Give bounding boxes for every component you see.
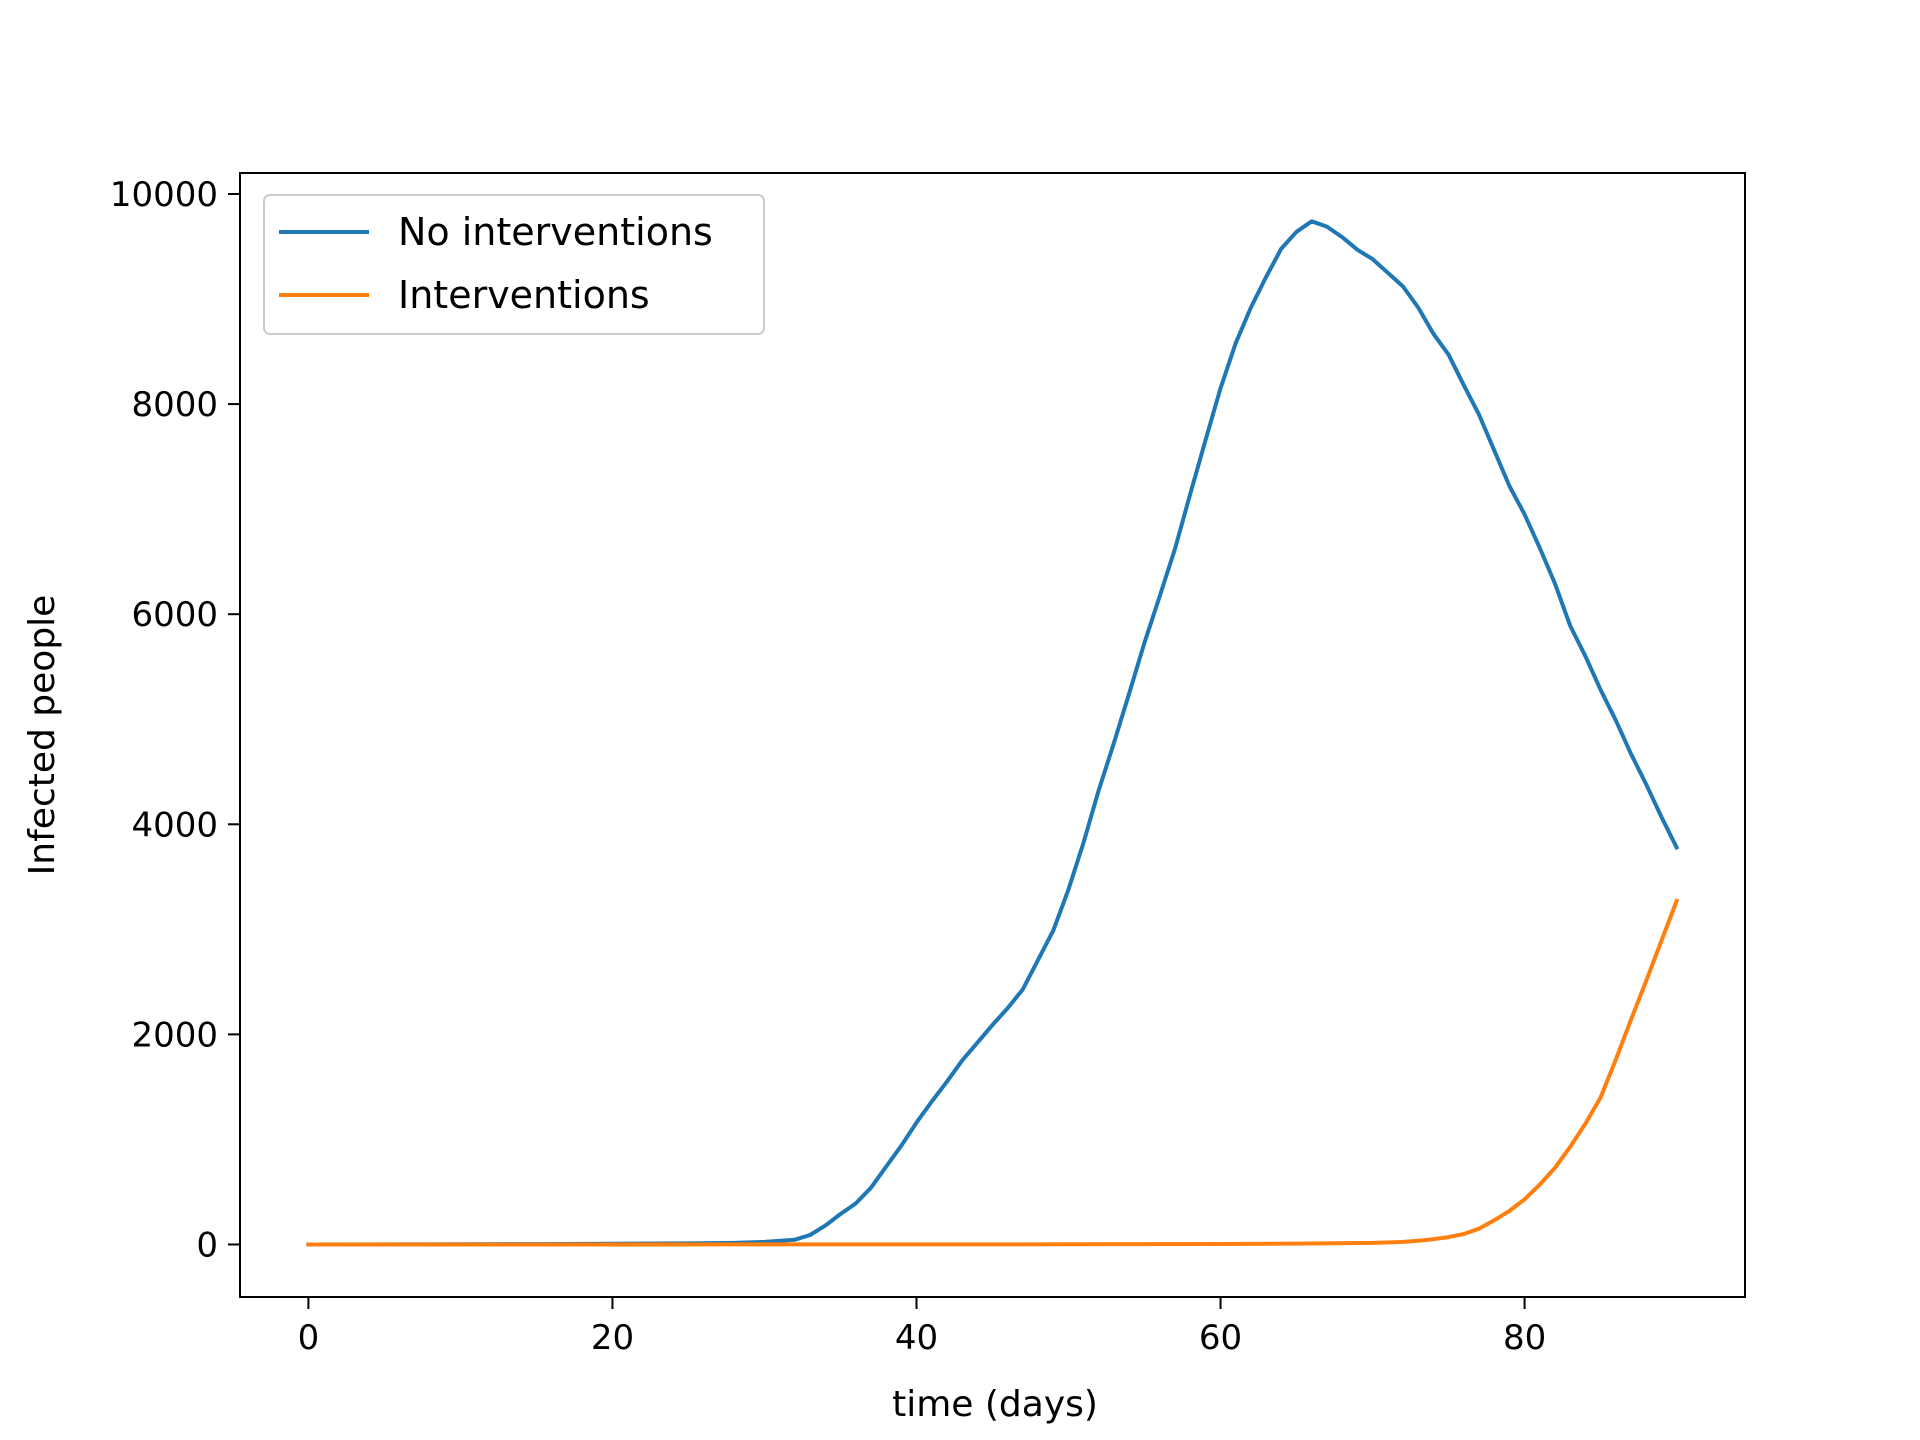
y-tick-label-4000: 4000 — [131, 805, 218, 845]
legend-label-no-interventions: No interventions — [398, 210, 713, 254]
y-tick-label-0: 0 — [196, 1225, 218, 1265]
legend-box — [263, 194, 765, 335]
x-tick-label-0: 0 — [298, 1318, 320, 1358]
plot-area — [240, 173, 1745, 1297]
y-tick-label-2000: 2000 — [131, 1015, 218, 1055]
y-axis-label: Infected people — [22, 595, 63, 876]
y-axis: 0 2000 4000 6000 8000 10000 — [110, 175, 240, 1265]
y-tick-label-10000: 10000 — [110, 175, 218, 215]
series-line-interventions — [306, 898, 1680, 1247]
x-tick-label-40: 40 — [895, 1318, 938, 1358]
x-axis-label: time (days) — [892, 1384, 1098, 1425]
x-tick-label-80: 80 — [1503, 1318, 1546, 1358]
x-tick-label-20: 20 — [591, 1318, 634, 1358]
series-line-no-interventions — [306, 219, 1680, 1247]
x-tick-label-60: 60 — [1199, 1318, 1242, 1358]
y-tick-label-8000: 8000 — [131, 385, 218, 425]
plot-frame — [239, 172, 1746, 1298]
legend: No interventions Interventions — [263, 194, 765, 335]
y-tick-label-6000: 6000 — [131, 595, 218, 635]
legend-label-interventions: Interventions — [398, 273, 650, 317]
x-axis: 0 20 40 60 80 — [298, 1297, 1546, 1358]
series-layer — [306, 219, 1680, 1247]
